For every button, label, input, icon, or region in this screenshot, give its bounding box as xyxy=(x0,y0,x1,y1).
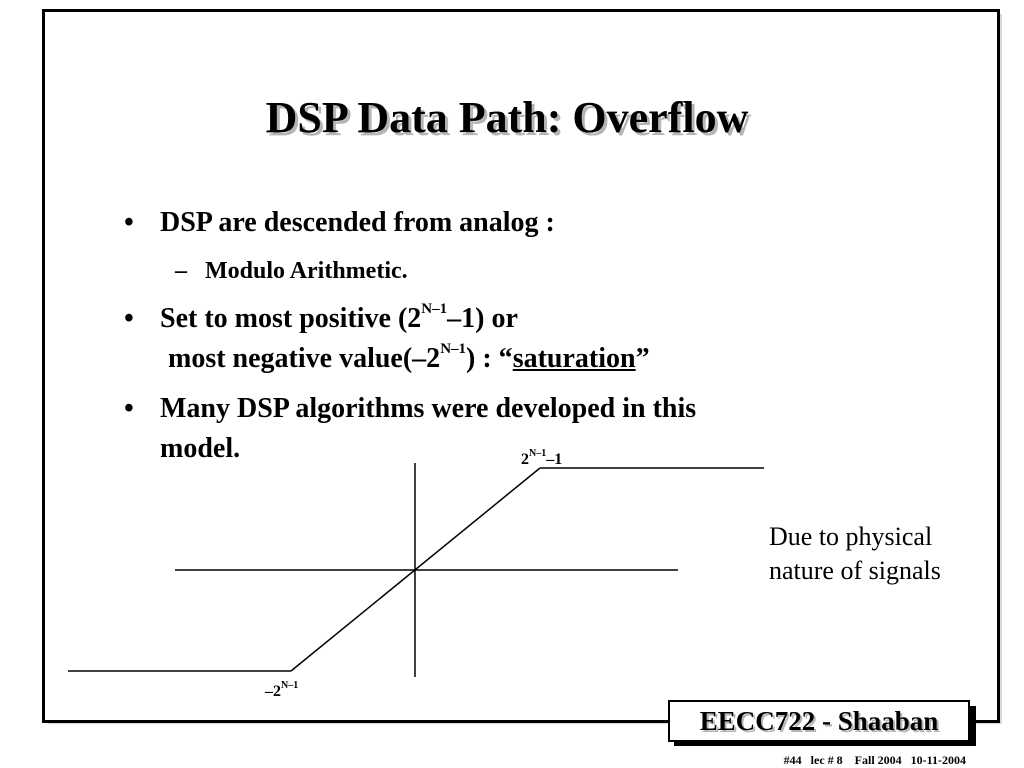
bullet-1-text: DSP are descended from analog : xyxy=(160,207,555,238)
negative-max-label-sup: N–1 xyxy=(281,679,299,691)
graph-linear-region xyxy=(290,467,541,672)
sub-bullet-1: – Modulo Arithmetic. xyxy=(175,256,408,286)
bullet-mark: • xyxy=(124,303,134,334)
negative-max-label: –2N–1 xyxy=(265,679,299,701)
bullet-mark: • xyxy=(124,207,134,238)
bullet-1: • DSP are descended from analog : xyxy=(124,204,555,242)
note-line-1: Due to physical xyxy=(769,522,933,551)
positive-max-label-sup: N–1 xyxy=(529,447,547,459)
slide-frame xyxy=(42,9,1000,723)
positive-max-label-base: 2 xyxy=(521,451,529,468)
bullet-2-line2-post: ” xyxy=(635,343,650,374)
bullet-2-line2-sup: N–1 xyxy=(440,340,467,357)
bullet-2: • Set to most positive (2N–1–1) or xyxy=(124,300,518,338)
bullet-3: • Many DSP algorithms were developed in … xyxy=(124,390,697,428)
bullet-2-line2-pre: most negative value(–2 xyxy=(168,343,441,374)
bullet-3-line1: Many DSP algorithms were developed in th… xyxy=(160,393,697,424)
physical-nature-note: Due to physical nature of signals xyxy=(769,520,941,588)
bullet-2-line2: most negative value(–2N–1) : “saturation… xyxy=(168,340,650,378)
sub-bullet-1-text: Modulo Arithmetic. xyxy=(205,258,408,284)
course-badge: EECC722 - Shaaban xyxy=(668,700,970,742)
bullet-mark: • xyxy=(124,393,134,424)
note-line-2: nature of signals xyxy=(769,556,941,585)
bullet-2-line1-post: –1) or xyxy=(447,303,518,334)
negative-max-label-base: –2 xyxy=(265,683,281,700)
slide-footer: #44 lec # 8 Fall 2004 10-11-2004 xyxy=(783,753,966,767)
slide-title: DSP Data Path: Overflow xyxy=(265,93,749,142)
sub-bullet-mark: – xyxy=(175,258,187,284)
positive-max-label: 2N–1–1 xyxy=(521,447,563,469)
positive-max-label-post: –1 xyxy=(546,451,563,468)
bullet-3-line2: model. xyxy=(160,430,240,468)
bullet-3-line2-text: model. xyxy=(160,433,241,464)
bullet-2-line1-pre: Set to most positive (2 xyxy=(160,303,422,334)
bullet-2-line2-mid: ) : “ xyxy=(466,343,513,374)
saturation-term: saturation xyxy=(512,343,636,374)
bullet-2-line1-sup: N–1 xyxy=(421,300,448,317)
